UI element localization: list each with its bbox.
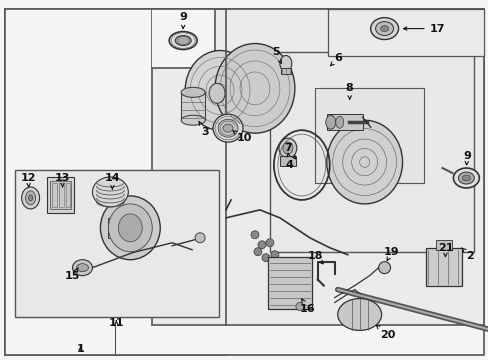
Bar	[279, 156, 295, 166]
Bar	[46, 177, 74, 213]
Text: 15: 15	[65, 268, 80, 281]
Text: 1: 1	[77, 345, 84, 354]
Bar	[65, 183, 70, 207]
Ellipse shape	[185, 50, 254, 130]
Ellipse shape	[462, 175, 469, 181]
Ellipse shape	[76, 264, 88, 272]
Text: 20: 20	[376, 325, 394, 341]
Ellipse shape	[218, 119, 238, 137]
Bar	[267, 257, 311, 309]
Bar	[326, 114, 362, 130]
Bar	[49, 181, 71, 209]
Text: 3: 3	[199, 122, 208, 137]
Bar	[5, 9, 225, 355]
Circle shape	[295, 302, 303, 310]
Ellipse shape	[457, 172, 473, 184]
Bar	[314, 88, 424, 183]
Circle shape	[253, 248, 262, 256]
Ellipse shape	[223, 124, 233, 132]
Text: 7: 7	[284, 143, 295, 159]
Text: 2: 2	[461, 248, 473, 261]
Text: 9: 9	[463, 151, 470, 165]
Text: 12: 12	[21, 173, 36, 187]
Text: 21: 21	[437, 243, 452, 256]
Text: 4: 4	[285, 153, 293, 170]
Circle shape	[250, 231, 259, 239]
Text: 11: 11	[108, 319, 124, 328]
Ellipse shape	[100, 196, 160, 260]
Bar	[327, 9, 483, 57]
Ellipse shape	[175, 36, 191, 45]
Bar	[280, 68, 290, 75]
Circle shape	[262, 254, 269, 262]
Ellipse shape	[370, 18, 398, 40]
Ellipse shape	[279, 55, 291, 71]
Ellipse shape	[169, 32, 197, 50]
Text: 18: 18	[307, 251, 323, 264]
Ellipse shape	[335, 116, 343, 128]
Ellipse shape	[92, 177, 128, 207]
Ellipse shape	[118, 214, 142, 242]
Bar	[269, 53, 473, 252]
Ellipse shape	[283, 142, 292, 154]
Circle shape	[195, 233, 204, 243]
Text: 10: 10	[232, 131, 251, 143]
Ellipse shape	[181, 87, 204, 97]
Bar	[436, 240, 451, 250]
Text: 8: 8	[345, 84, 353, 99]
Bar	[51, 183, 57, 207]
Ellipse shape	[29, 195, 33, 201]
Ellipse shape	[215, 44, 294, 133]
Ellipse shape	[380, 26, 388, 32]
Ellipse shape	[326, 120, 402, 204]
Circle shape	[270, 251, 278, 259]
Ellipse shape	[25, 191, 36, 205]
Text: 14: 14	[104, 173, 120, 189]
Ellipse shape	[325, 115, 335, 129]
Text: 19: 19	[383, 247, 399, 261]
Ellipse shape	[181, 115, 204, 125]
Ellipse shape	[21, 187, 40, 209]
Bar	[152, 9, 483, 325]
Text: 9: 9	[179, 12, 187, 28]
Circle shape	[265, 239, 273, 247]
Text: 16: 16	[300, 299, 315, 315]
Bar	[426, 248, 462, 285]
Ellipse shape	[378, 262, 390, 274]
Circle shape	[258, 241, 265, 249]
Bar	[152, 9, 215, 68]
Bar	[108, 218, 130, 238]
Ellipse shape	[108, 204, 152, 252]
Text: 13: 13	[55, 173, 70, 187]
Bar	[15, 170, 219, 318]
Text: 6: 6	[330, 54, 341, 66]
Ellipse shape	[72, 260, 92, 276]
Ellipse shape	[213, 114, 243, 142]
Ellipse shape	[375, 22, 393, 36]
Text: 5: 5	[271, 48, 281, 63]
Ellipse shape	[452, 168, 478, 188]
Bar	[181, 92, 204, 120]
Ellipse shape	[337, 298, 381, 330]
Text: 17: 17	[403, 24, 444, 33]
Ellipse shape	[278, 138, 296, 158]
Ellipse shape	[209, 84, 224, 103]
Bar	[59, 183, 63, 207]
